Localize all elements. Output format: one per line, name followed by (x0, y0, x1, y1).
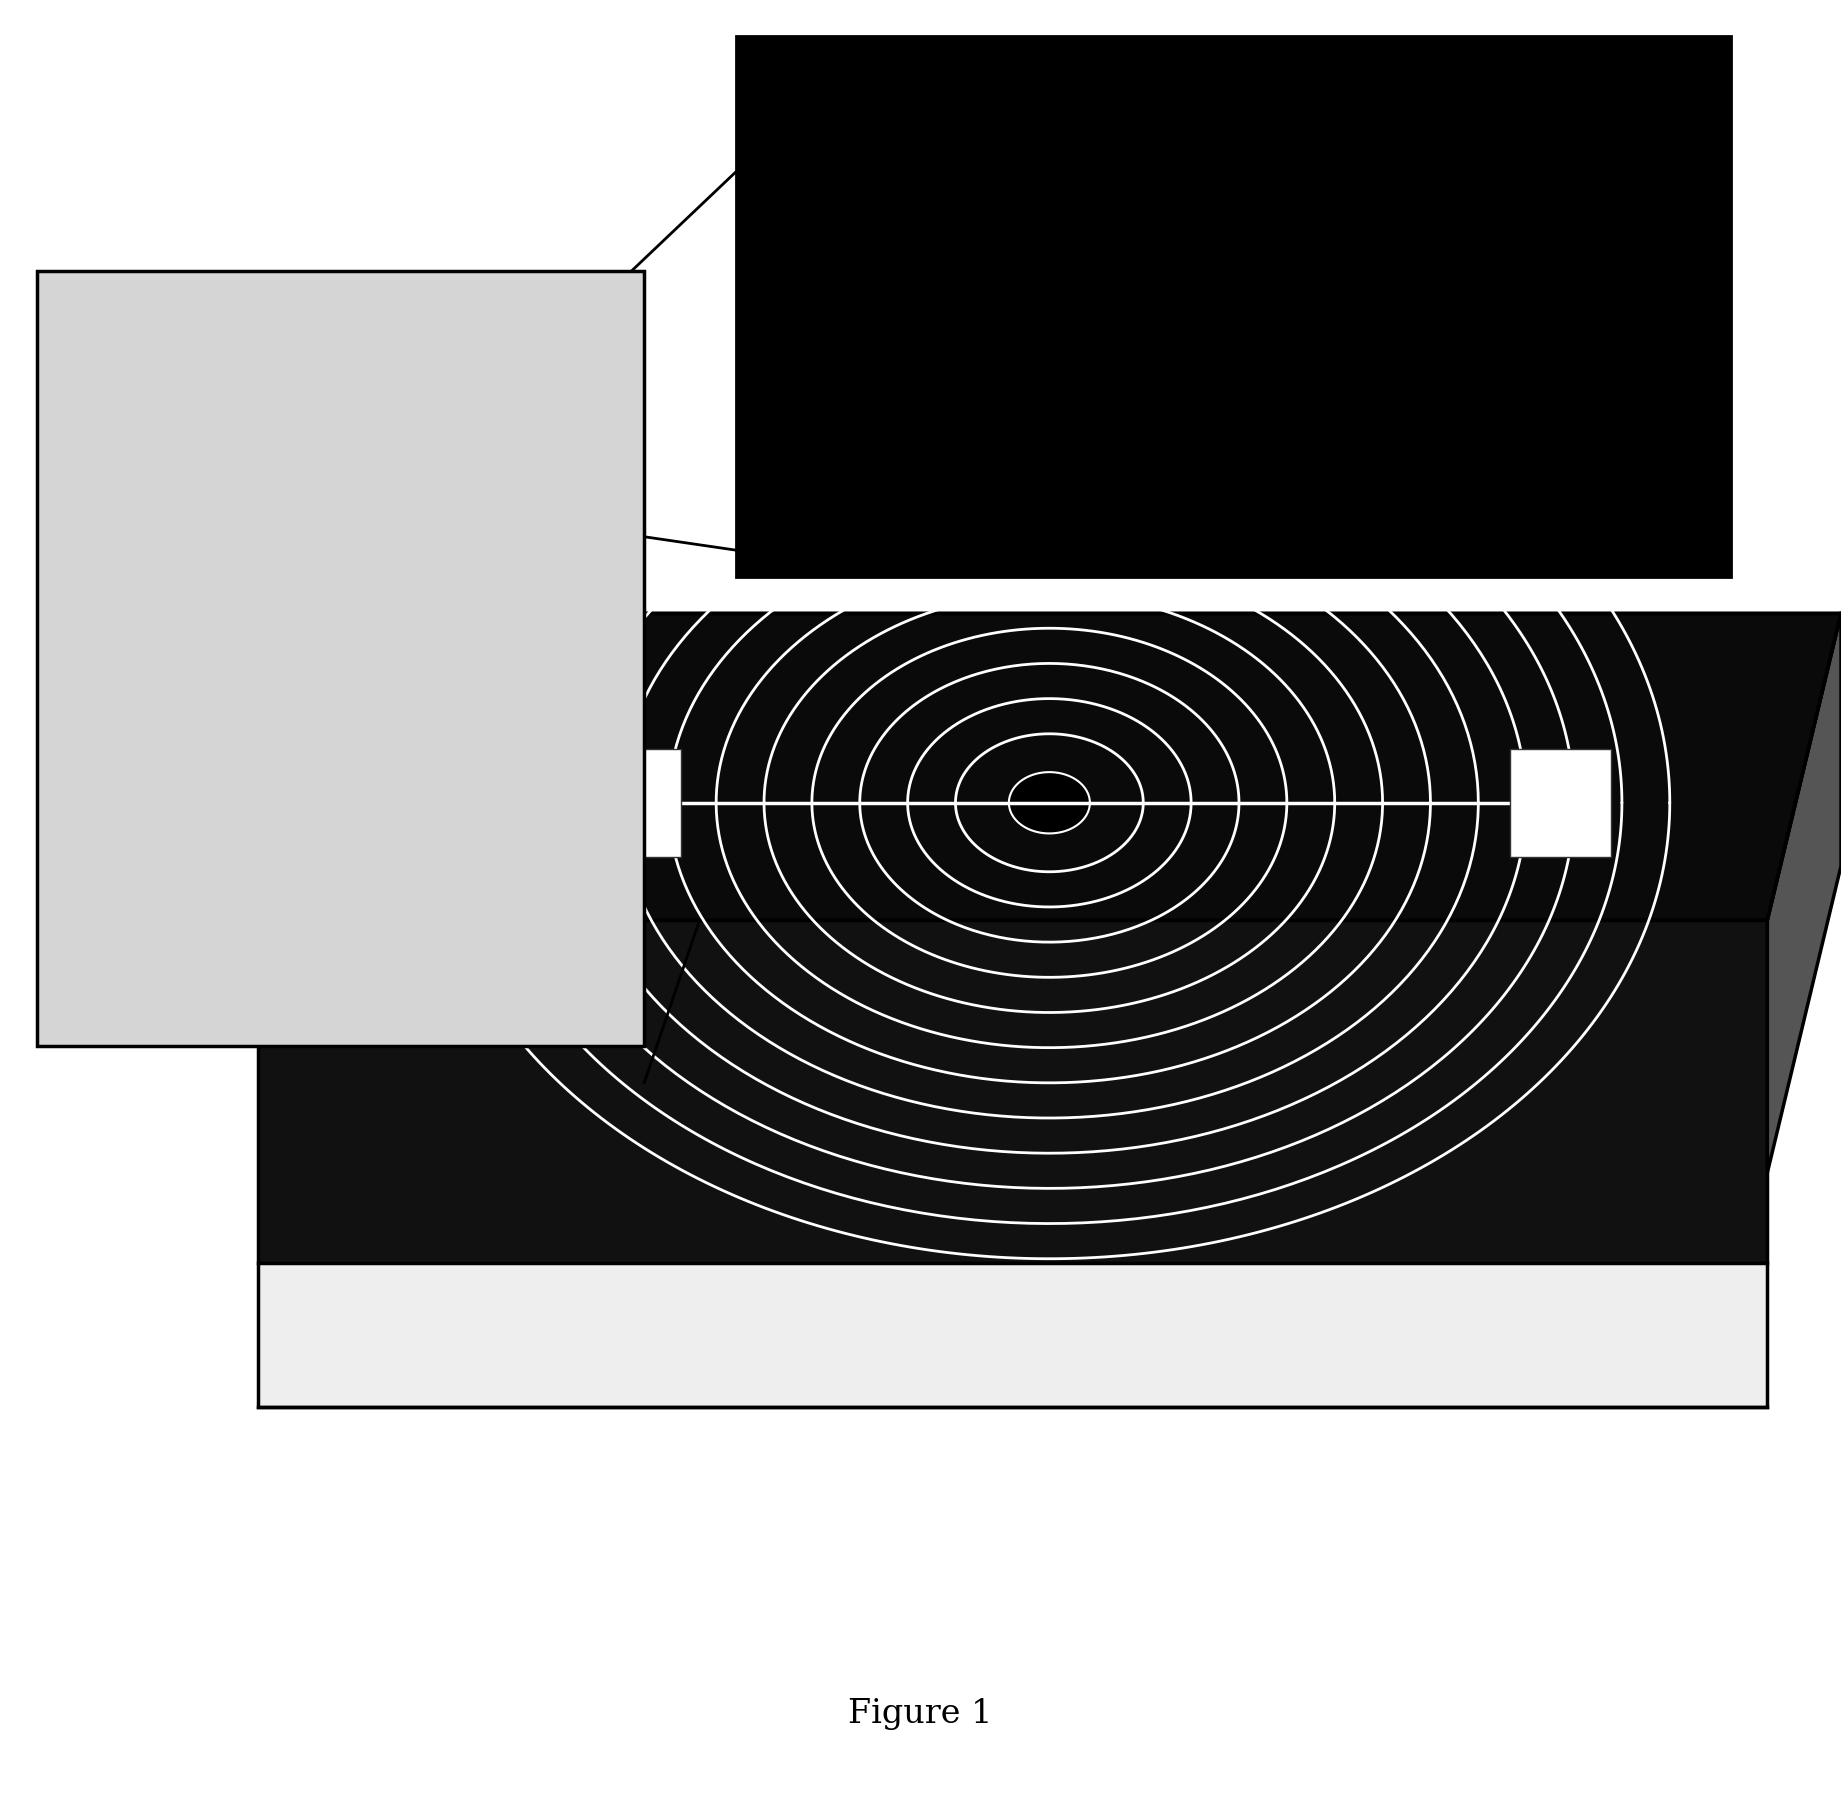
Polygon shape (258, 920, 1767, 1263)
Polygon shape (258, 1263, 1767, 1407)
FancyBboxPatch shape (736, 36, 1731, 577)
FancyBboxPatch shape (1510, 749, 1611, 857)
Polygon shape (1767, 613, 1841, 1173)
FancyBboxPatch shape (37, 271, 644, 1046)
Polygon shape (258, 613, 1841, 920)
Text: Figure 1: Figure 1 (849, 1698, 992, 1730)
Polygon shape (1009, 772, 1090, 833)
FancyBboxPatch shape (580, 749, 681, 857)
